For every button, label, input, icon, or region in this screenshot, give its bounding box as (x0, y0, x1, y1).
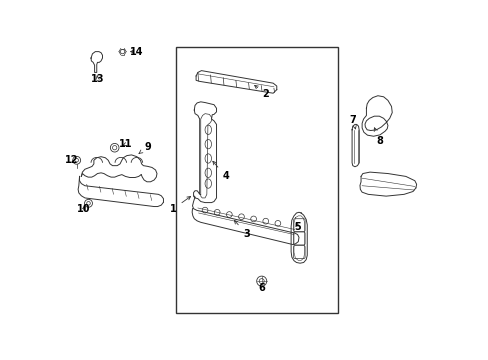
Text: 7: 7 (349, 115, 356, 129)
Text: 10: 10 (77, 204, 90, 215)
Text: 11: 11 (119, 139, 133, 149)
Text: 12: 12 (65, 155, 78, 165)
Text: 2: 2 (254, 85, 269, 99)
Text: 5: 5 (294, 222, 300, 231)
Text: 8: 8 (373, 128, 383, 145)
Text: 3: 3 (234, 220, 249, 239)
Text: 9: 9 (139, 142, 151, 153)
Text: 4: 4 (212, 161, 229, 181)
Text: 13: 13 (91, 74, 104, 84)
Text: 14: 14 (129, 46, 142, 57)
Text: 1: 1 (170, 197, 190, 214)
Text: 6: 6 (258, 283, 264, 293)
Bar (176, 47, 337, 313)
